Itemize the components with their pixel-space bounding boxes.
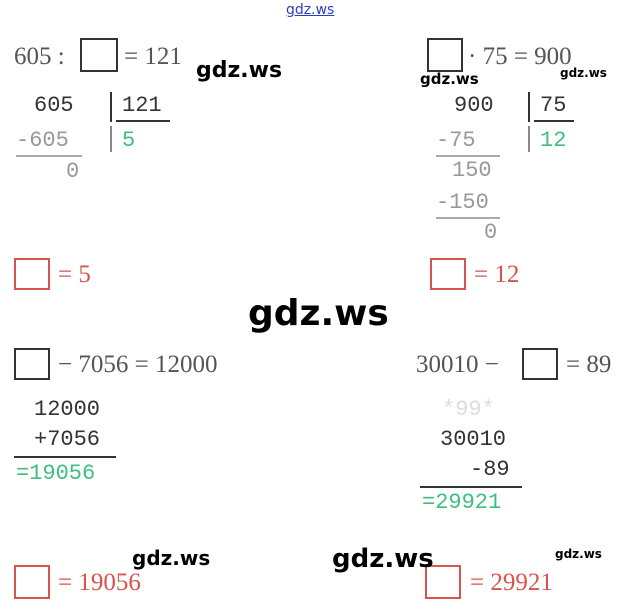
dividend: 605 xyxy=(34,93,74,118)
unknown-box xyxy=(522,348,558,380)
watermark: gdz.ws xyxy=(555,547,602,561)
division-line xyxy=(534,120,574,122)
equation-left: 30010 − xyxy=(416,351,499,378)
watermark: gdz.ws xyxy=(196,58,283,83)
subtract: -150 xyxy=(436,190,489,215)
watermark: gdz.ws xyxy=(332,544,434,574)
unknown-box xyxy=(427,38,463,72)
unknown-box xyxy=(80,38,118,72)
watermark: gdz.ws xyxy=(132,546,211,570)
addend: 12000 xyxy=(34,397,101,422)
answer-box xyxy=(430,258,466,290)
difference-line xyxy=(420,486,522,488)
answer-box xyxy=(14,258,50,290)
subtract: -75 xyxy=(436,128,476,153)
answer: = 29921 xyxy=(470,569,553,596)
quotient: 5 xyxy=(122,128,136,153)
division-bar xyxy=(528,92,530,122)
remainder: 0 xyxy=(484,220,498,245)
watermark: gdz.ws xyxy=(248,293,389,334)
result: =19056 xyxy=(16,461,96,486)
division-line xyxy=(116,120,170,122)
answer: = 12 xyxy=(474,261,520,288)
divisor: 75 xyxy=(540,93,567,118)
borrow-marks: *99* xyxy=(442,397,495,422)
site-link[interactable]: gdz.ws xyxy=(286,2,335,18)
divisor: 121 xyxy=(122,93,162,118)
answer: = 5 xyxy=(58,261,91,288)
subtract-line xyxy=(436,155,500,157)
subtract: -605 xyxy=(16,128,69,153)
unknown-box xyxy=(14,348,50,380)
equation-right: − 7056 = 12000 xyxy=(58,351,218,378)
quotient: 12 xyxy=(540,128,567,153)
answer-box xyxy=(14,565,50,599)
result: =29921 xyxy=(422,490,502,515)
subtract-line xyxy=(436,217,500,219)
minuend: 30010 xyxy=(440,427,507,452)
answer-box xyxy=(425,565,461,599)
watermark: gdz.ws xyxy=(560,66,607,80)
partial: 150 xyxy=(452,158,492,183)
division-bar xyxy=(110,92,112,122)
equation-right: · 75 = 900 xyxy=(468,43,572,70)
division-bar xyxy=(110,126,112,152)
equation-right: = 89 xyxy=(566,351,612,378)
dividend: 900 xyxy=(454,93,494,118)
equation-left: 605 : xyxy=(14,43,65,70)
subtrahend: -89 xyxy=(470,457,510,482)
equation-right: = 121 xyxy=(124,43,182,70)
remainder: 0 xyxy=(66,159,80,184)
sum-line xyxy=(14,456,116,458)
watermark: gdz.ws xyxy=(420,70,479,88)
subtract-line xyxy=(16,155,82,157)
answer: = 19056 xyxy=(58,569,141,596)
addend: +7056 xyxy=(34,427,101,452)
division-bar xyxy=(528,126,530,152)
